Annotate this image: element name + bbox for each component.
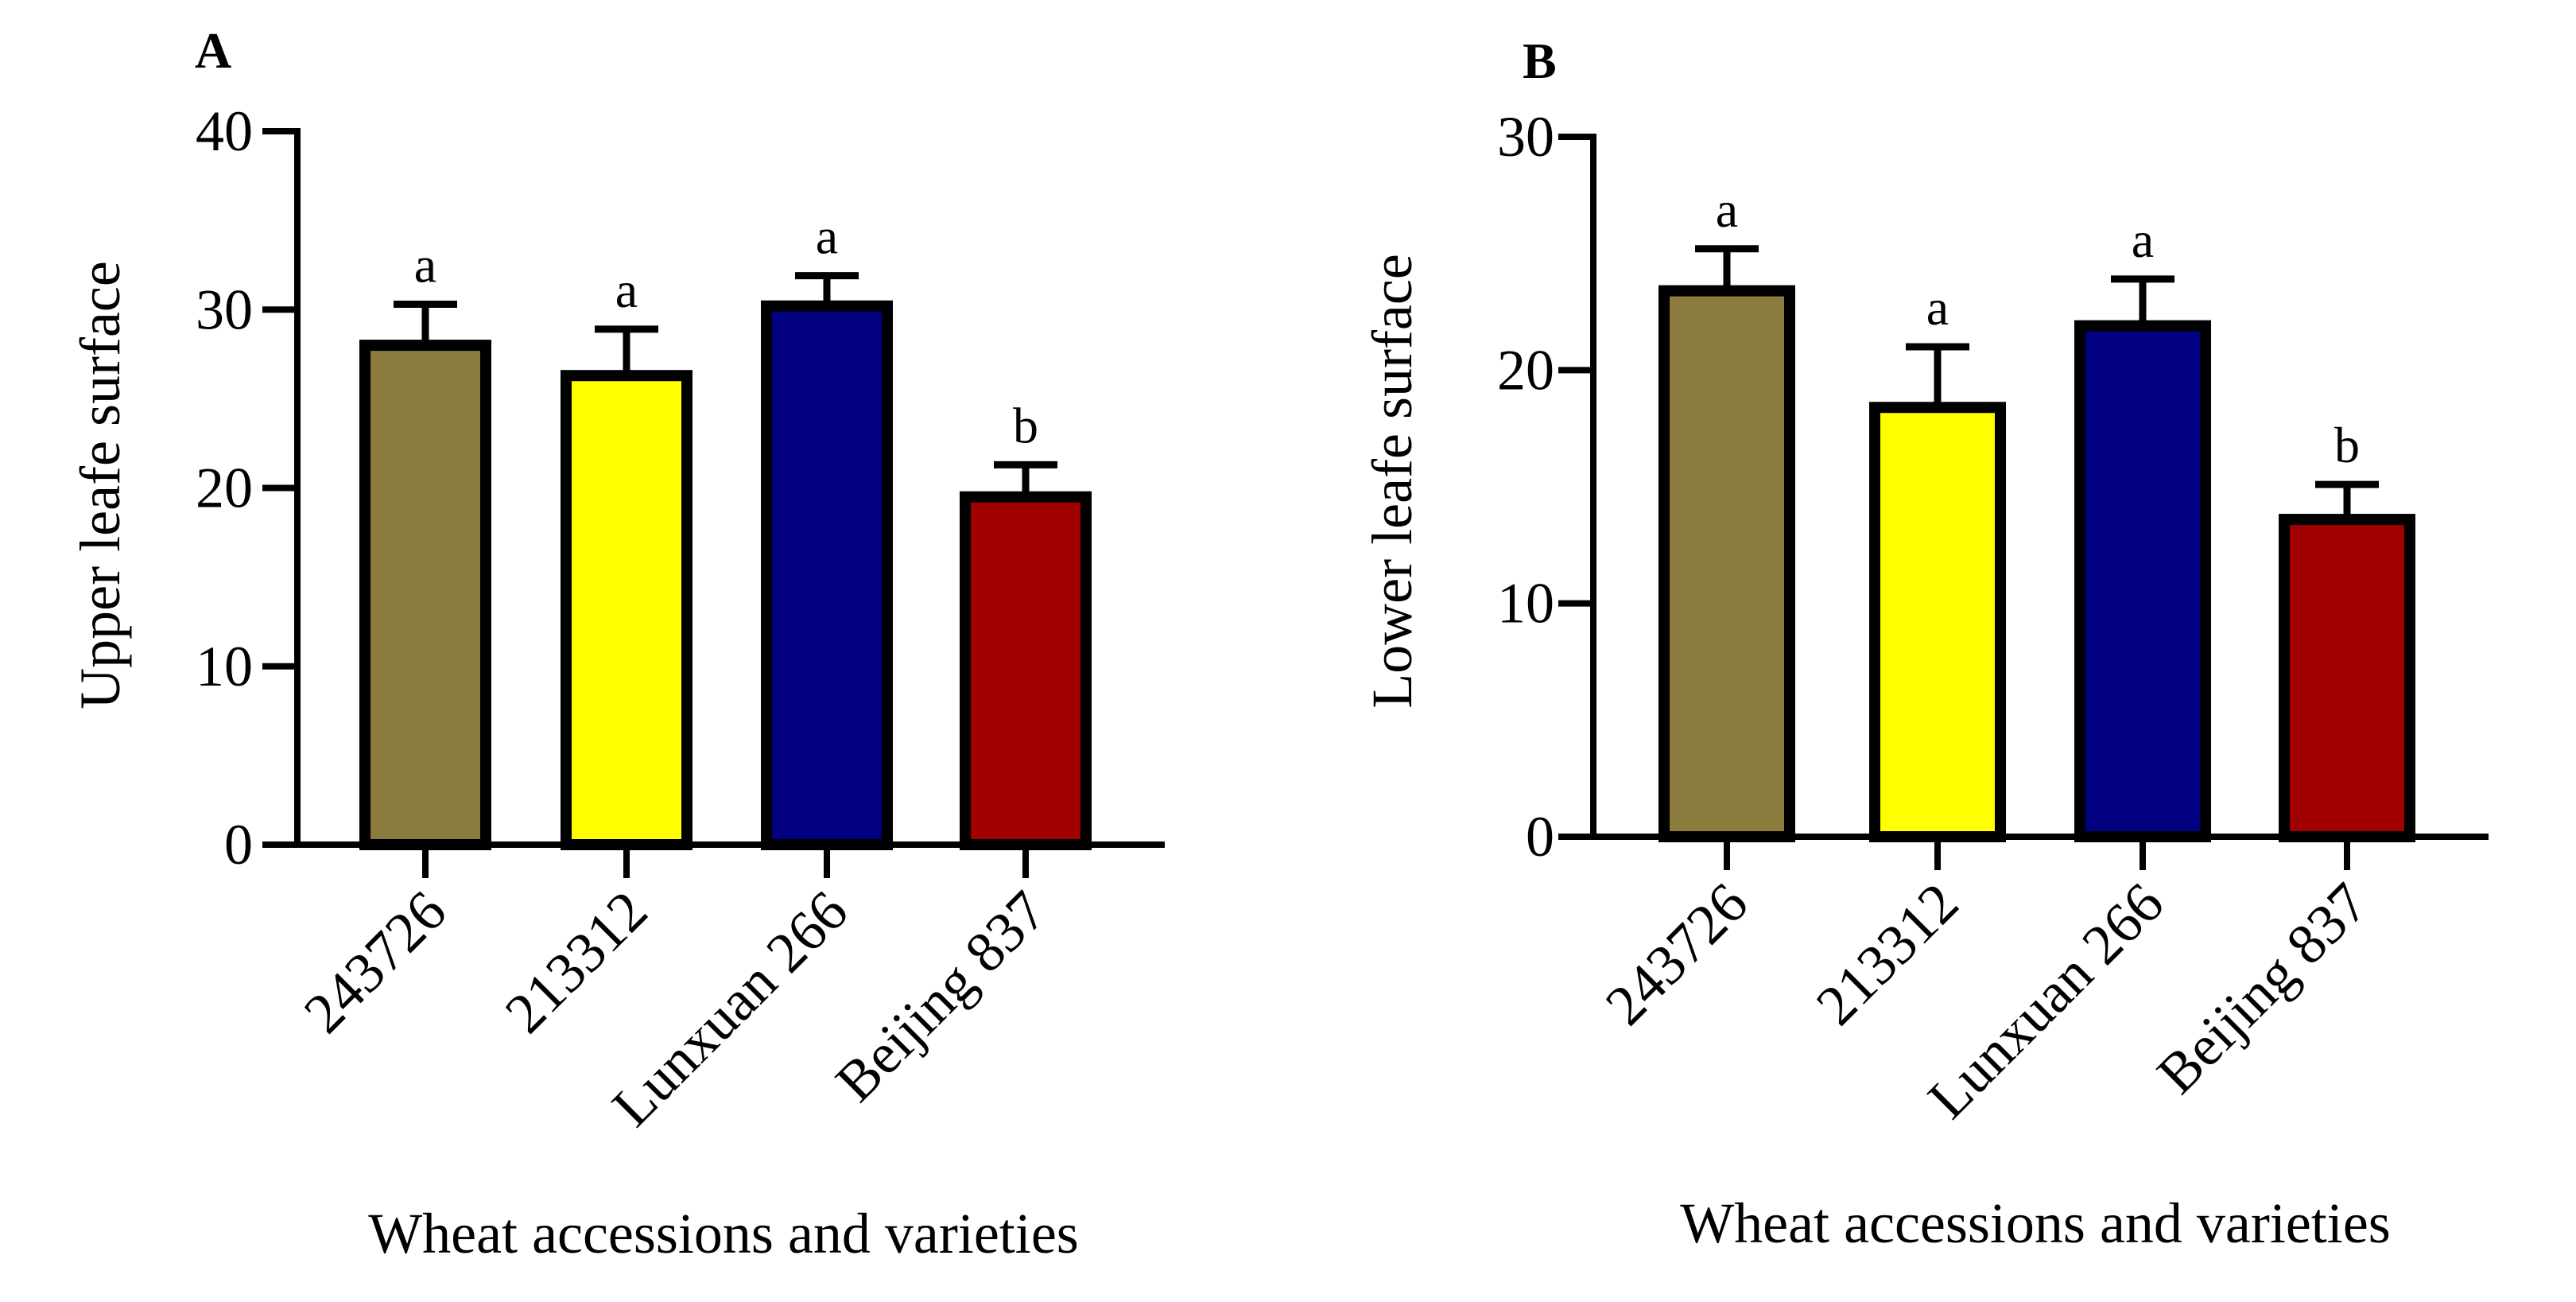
panel-b-significance-label-3: a [2132,212,2154,268]
panel-a-y-tick-label-30: 30 [196,278,253,341]
panel-b-category-label-4: Beijing 837 [2145,871,2380,1106]
panel-b-y-tick-label-30: 30 [1497,105,1554,169]
panel-b-bar-1 [1658,285,1795,843]
panel-a: A Upper leafe surface Wheat accessions a… [68,22,1165,1265]
panel-a-significance-label-4: b [1013,397,1038,453]
panel-b-category-label-2: 213312 [1804,871,1970,1037]
panel-a-bar-4 [960,491,1092,851]
panel-b-significance-label-1: a [1716,181,1738,238]
panel-b-y-tick-label-0: 0 [1526,805,1554,869]
panel-b-significance-label-4: b [2334,417,2360,473]
panel-b-x-axis-title: Wheat accessions and varieties [1680,1191,2391,1255]
panel-b-significance-label-2: a [1926,279,1949,336]
panel-a-y-tick-label-20: 20 [196,457,253,520]
panel-a-significance-label-1: a [414,237,436,293]
panel-a-bar-3 [761,300,893,850]
panel-a-significance-label-2: a [615,262,638,318]
panel-b-y-axis-title: Lower leafe surface [1360,254,1424,709]
panel-a-bar-1 [359,340,491,851]
panel-a-category-label-4: Beijing 837 [824,879,1059,1114]
panel-a-y-axis-title: Upper leafe surface [68,261,132,709]
panel-b-bar-2 [1869,402,2006,842]
panel-a-y-tick-label-0: 0 [224,813,253,876]
panel-a-category-label-1: 243726 [292,879,458,1045]
panel-a-category-label-2: 213312 [493,879,659,1045]
panel-b: B Lower leafe surface Wheat accessions a… [1360,33,2489,1255]
panel-b-bar-3 [2074,320,2211,843]
panel-a-y-tick-label-10: 10 [196,635,253,698]
panel-a-y-tick-label-40: 40 [196,99,253,163]
panel-a-x-axis-title: Wheat accessions and varieties [368,1202,1079,1265]
panel-b-category-label-1: 243726 [1593,871,1759,1037]
panel-b-bar-4 [2279,514,2415,842]
panel-a-letter: A [195,22,231,79]
panel-b-y-tick-label-10: 10 [1497,572,1554,635]
panel-a-bar-2 [561,370,692,851]
panel-b-y-tick-label-20: 20 [1497,338,1554,402]
panel-b-letter: B [1523,33,1557,89]
panel-a-significance-label-3: a [816,208,838,265]
